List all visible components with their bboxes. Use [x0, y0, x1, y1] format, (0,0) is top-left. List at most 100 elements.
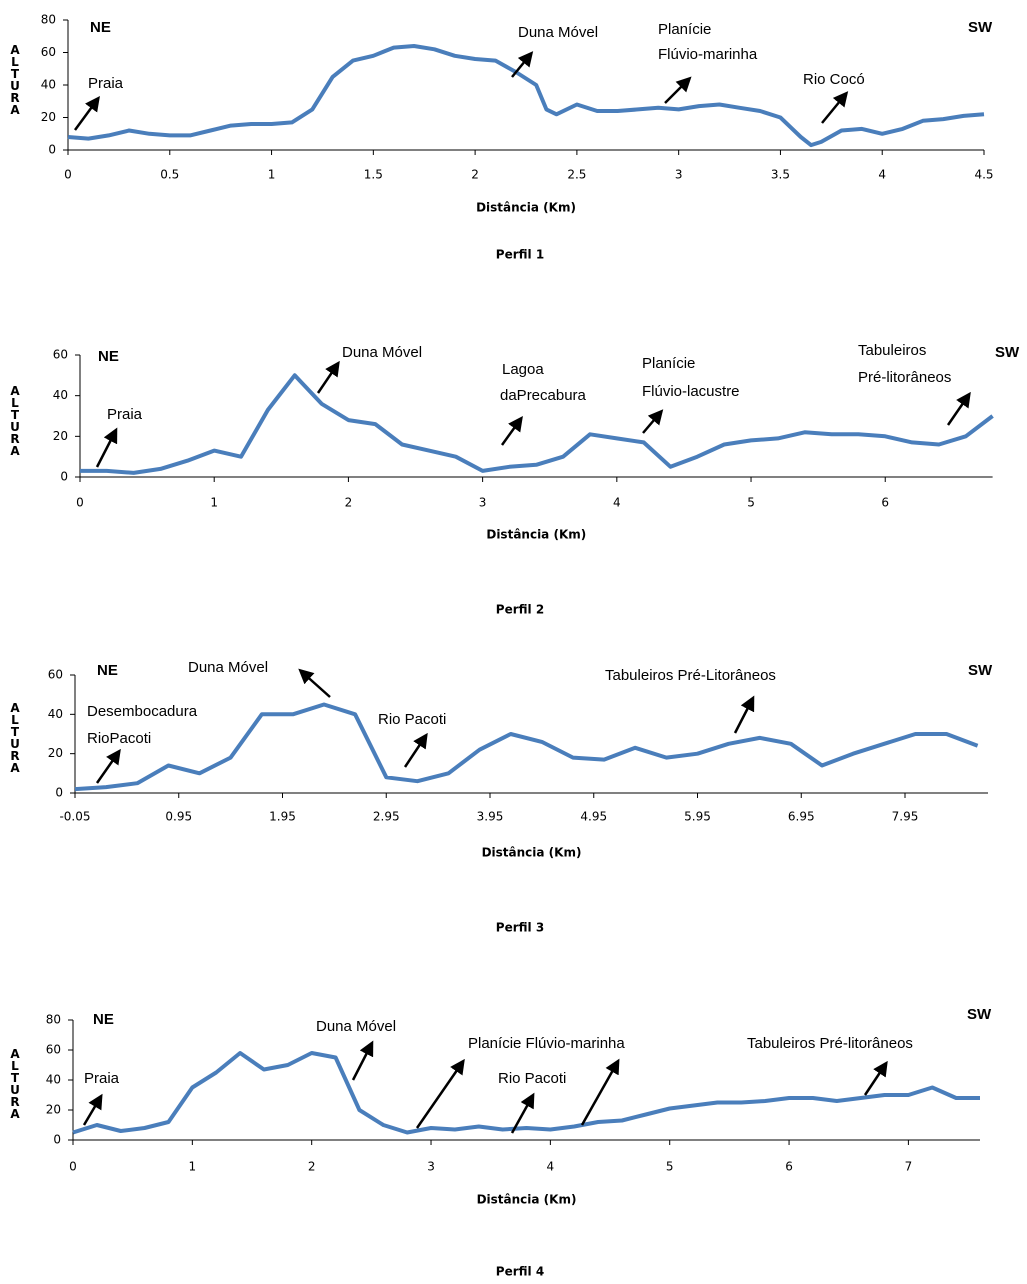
- annotation: SW: [968, 662, 993, 679]
- y-tick-label: 20: [53, 429, 68, 443]
- x-axis-title: Distância (Km): [486, 528, 586, 542]
- x-tick-label: 6.95: [788, 810, 815, 824]
- arrow: [95, 427, 118, 468]
- y-tick-label: 0: [60, 470, 68, 484]
- arrow: [403, 732, 428, 768]
- arrow: [511, 51, 534, 78]
- annotation: Tabuleiros Pré-litorâneos: [747, 1035, 913, 1052]
- x-tick-label: 0.95: [165, 810, 192, 824]
- annotation: Duna Móvel: [342, 344, 422, 361]
- x-tick-label: 5: [666, 1160, 674, 1174]
- x-tick-label: 5.95: [684, 810, 711, 824]
- arrow: [733, 695, 755, 734]
- y-tick-label: 20: [46, 1103, 61, 1117]
- x-axis-title: Distância (Km): [476, 201, 576, 215]
- annotation: Flúvio-marinha: [658, 46, 758, 63]
- annotation: Duna Móvel: [518, 24, 598, 41]
- annotation: NE: [98, 348, 119, 365]
- x-tick-label: 3: [427, 1160, 435, 1174]
- annotation: Rio Cocó: [803, 71, 865, 88]
- arrow: [298, 668, 331, 698]
- annotation: NE: [90, 19, 111, 36]
- y-tick-label: 0: [55, 786, 63, 800]
- x-tick-label: 7: [905, 1160, 913, 1174]
- x-tick-label: 2: [345, 496, 353, 510]
- y-axis-title: ALTURA: [8, 701, 22, 773]
- annotation: Desembocadura: [87, 703, 198, 720]
- y-tick-label: 40: [46, 1073, 61, 1087]
- annotation: Tabuleiros Pré-Litorâneos: [605, 667, 776, 684]
- y-tick-label: 20: [48, 746, 63, 760]
- arrow: [73, 95, 100, 131]
- arrow: [415, 1058, 465, 1129]
- arrow: [664, 76, 692, 104]
- annotation: Tabuleiros: [858, 342, 926, 359]
- arrow: [82, 1093, 103, 1126]
- arrow: [316, 360, 340, 394]
- arrow: [351, 1040, 374, 1081]
- x-axis-title: Distância (Km): [482, 846, 582, 860]
- annotation: SW: [968, 19, 993, 36]
- y-tick-label: 20: [41, 110, 56, 124]
- arrow: [642, 409, 664, 434]
- x-tick-label: -0.05: [59, 810, 90, 824]
- x-tick-label: 0: [64, 168, 72, 182]
- annotation: Praia: [107, 406, 143, 423]
- x-tick-label: 4: [547, 1160, 555, 1174]
- annotation: Lagoa: [502, 361, 544, 378]
- y-tick-label: 40: [53, 388, 68, 402]
- y-tick-label: 60: [48, 668, 63, 682]
- arrow: [95, 748, 121, 784]
- x-tick-label: 0: [69, 1160, 77, 1174]
- annotation: Rio Pacoti: [378, 711, 446, 728]
- x-tick-label: 4.95: [580, 810, 607, 824]
- annotation: SW: [967, 1006, 992, 1023]
- annotation: Praia: [88, 75, 124, 92]
- annotation: Duna Móvel: [316, 1018, 396, 1035]
- profile-line: [67, 44, 985, 148]
- x-tick-label: 2.95: [373, 810, 400, 824]
- y-tick-label: 80: [46, 1013, 61, 1027]
- x-tick-label: 3: [479, 496, 487, 510]
- profile-line: [72, 1051, 980, 1135]
- arrow: [500, 415, 523, 446]
- annotation: Planície Flúvio-marinha: [468, 1035, 625, 1052]
- profile-line: [80, 373, 994, 475]
- x-tick-label: 4.5: [974, 168, 993, 182]
- x-tick-label: 2: [471, 168, 479, 182]
- chart-title: Perfil 2: [496, 603, 544, 617]
- arrow: [863, 1060, 888, 1096]
- x-axis-title: Distância (Km): [477, 1193, 577, 1207]
- arrow: [821, 91, 849, 124]
- y-tick-label: 80: [41, 13, 56, 27]
- annotation: RioPacoti: [87, 730, 151, 747]
- x-tick-label: 6: [881, 496, 889, 510]
- y-axis-title: ALTURA: [8, 43, 22, 115]
- chart-title: Perfil 3: [496, 921, 544, 935]
- x-tick-label: 3.95: [477, 810, 504, 824]
- y-axis-title: ALTURA: [8, 384, 22, 456]
- annotation: Planície: [642, 355, 695, 372]
- x-tick-label: 4: [613, 496, 621, 510]
- y-axis-title: ALTURA: [8, 1047, 22, 1119]
- annotation: Planície: [658, 21, 711, 38]
- annotation: NE: [97, 662, 118, 679]
- annotation: Duna Móvel: [188, 659, 268, 676]
- y-tick-label: 60: [41, 45, 56, 59]
- x-tick-label: 7.95: [892, 810, 919, 824]
- x-tick-label: 0.5: [160, 168, 179, 182]
- x-tick-label: 2.5: [567, 168, 586, 182]
- x-tick-label: 1: [210, 496, 218, 510]
- chart-title: Perfil 1: [496, 248, 544, 262]
- x-tick-label: 6: [785, 1160, 793, 1174]
- annotation: Rio Pacoti: [498, 1070, 566, 1087]
- x-tick-label: 1: [189, 1160, 197, 1174]
- y-tick-label: 40: [48, 707, 63, 721]
- x-tick-label: 1: [268, 168, 276, 182]
- x-tick-label: 3: [675, 168, 683, 182]
- annotation: Praia: [84, 1070, 120, 1087]
- annotation: Pré-litorâneos: [858, 369, 951, 386]
- annotation: daPrecabura: [500, 387, 587, 404]
